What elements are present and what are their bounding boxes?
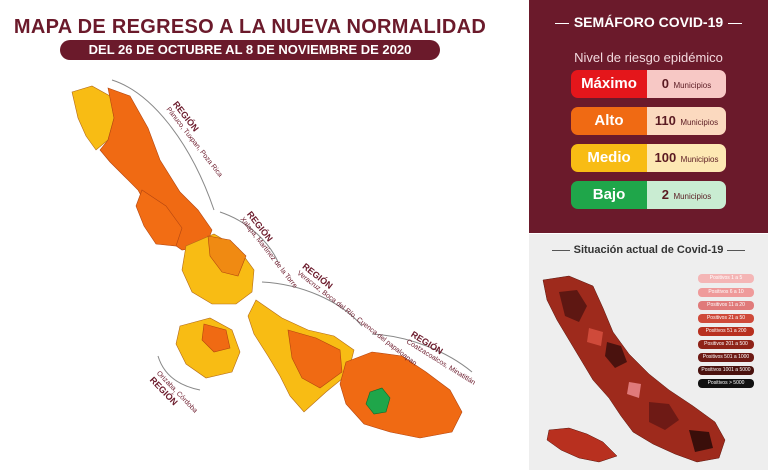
- state-mass-light-2: [627, 382, 641, 398]
- level-unit: Municipios: [673, 192, 712, 201]
- semaforo-title: SEMÁFORO COVID-19: [529, 14, 768, 30]
- bracket-xalapa: [219, 211, 279, 263]
- covid-positives-map: [542, 275, 726, 463]
- map-zone-coatzacoalcos: [339, 351, 463, 439]
- bracket-veracruz: [261, 281, 363, 327]
- date-range-banner: DEL 26 DE OCTUBRE AL 8 DE NOVIEMBRE DE 2…: [60, 40, 440, 60]
- semaforo-panel: SEMÁFORO COVID-19 Nivel de riesgo epidém…: [529, 0, 768, 233]
- state-mass-dark-4: [689, 430, 713, 452]
- map-zone-xalapa-orange: [207, 235, 247, 277]
- level-maximo: Máximo 0 Municipios: [571, 70, 726, 98]
- legend-item: Positivos 501 a 1000: [698, 353, 754, 362]
- state-mass-north: [542, 275, 726, 463]
- state-mass-dark-2: [605, 342, 627, 368]
- legend-item: Positivos 1 a 5: [698, 274, 754, 283]
- level-name: Bajo: [571, 181, 647, 209]
- level-unit: Municipios: [673, 81, 712, 90]
- regional-map-panel: MAPA DE REGRESO A LA NUEVA NORMALIDAD DE…: [13, 16, 487, 439]
- level-medio: Medio 100 Municipios: [571, 144, 726, 172]
- bracket-north: [111, 79, 215, 211]
- level-unit: Municipios: [680, 118, 719, 127]
- state-mass-dark-1: [559, 290, 587, 322]
- level-unit: Municipios: [680, 155, 719, 164]
- state-mass-light-1: [587, 328, 603, 346]
- situacion-panel: Situación actual de Covid-19 Positivos 1…: [529, 234, 768, 470]
- map-zone-veracruz-orange: [287, 329, 343, 389]
- level-count: 2: [661, 187, 669, 202]
- legend-item: Positivos 1001 a 5000: [698, 366, 754, 375]
- level-name: Alto: [571, 107, 647, 135]
- level-count: 100: [654, 150, 677, 165]
- legend-item: Positivos 201 a 500: [698, 340, 754, 349]
- level-count: 0: [661, 76, 669, 91]
- level-name: Máximo: [571, 70, 647, 98]
- legend-item: Positivos > 5000: [698, 379, 754, 388]
- bracket-coatz: [371, 333, 473, 373]
- legend-item: Positivos 11 a 20: [698, 301, 754, 310]
- state-mass-dark-3: [649, 402, 679, 430]
- legend-item: Positivos 6 a 10: [698, 288, 754, 297]
- mexico-inset: [546, 427, 618, 463]
- level-alto: Alto 110 Municipios: [571, 107, 726, 135]
- legend-item: Positivos 21 a 50: [698, 314, 754, 323]
- level-count: 110: [654, 113, 676, 128]
- semaforo-subtitle: Nivel de riesgo epidémico: [574, 50, 723, 65]
- page-title: MAPA DE REGRESO A LA NUEVA NORMALIDAD: [13, 16, 487, 38]
- map-zone-green: [365, 387, 391, 415]
- veracruz-map: [71, 79, 473, 439]
- situacion-title: Situación actual de Covid-19: [529, 244, 768, 256]
- level-bajo: Bajo 2 Municipios: [571, 181, 726, 209]
- map-zone-north-south: [135, 189, 183, 247]
- level-name: Medio: [571, 144, 647, 172]
- bracket-orizaba: [157, 355, 201, 391]
- legend-item: Positivos 51 a 200: [698, 327, 754, 336]
- map-zone-orizaba-orange: [201, 323, 231, 353]
